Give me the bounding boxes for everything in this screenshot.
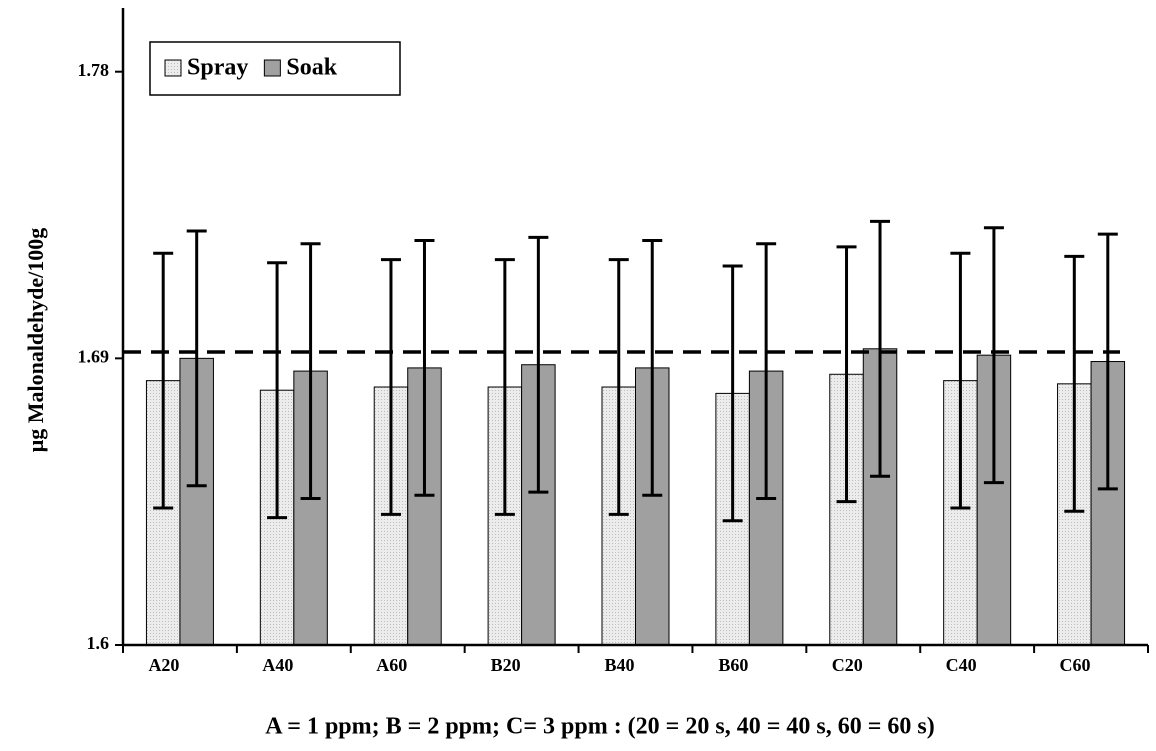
x-tick-label: C60 <box>1060 655 1091 675</box>
error-bar <box>494 258 515 516</box>
error-bar <box>1064 254 1085 513</box>
x-tick-label: A60 <box>376 655 407 675</box>
error-bar <box>380 258 401 516</box>
error-bar <box>608 258 629 516</box>
bar <box>862 348 898 646</box>
error-bar <box>950 251 971 510</box>
error-bar <box>414 239 435 497</box>
x-tick-label: A20 <box>148 655 179 675</box>
error-bar <box>528 235 549 494</box>
x-tick-label: B20 <box>491 655 521 675</box>
error-bar <box>983 226 1004 485</box>
legend-label: Spray <box>187 55 248 81</box>
y-tick-label: 1.6 <box>87 633 110 653</box>
error-bar <box>1097 232 1118 491</box>
y-tick-label: 1.78 <box>78 60 110 80</box>
error-bar <box>642 239 663 497</box>
x-tick-label: C20 <box>832 655 863 675</box>
y-axis-label: μg Malonaldehyde/100g <box>23 228 48 453</box>
error-bar <box>756 242 777 500</box>
legend-swatch <box>263 59 281 77</box>
error-bar <box>153 251 174 510</box>
error-bar <box>267 261 288 520</box>
error-bar <box>870 219 891 478</box>
error-bar <box>722 264 743 523</box>
legend-swatch <box>164 59 182 77</box>
x-tick-label: B60 <box>718 655 748 675</box>
legend: Spray Soak <box>149 41 401 96</box>
error-bar <box>836 245 857 504</box>
x-tick-label: C40 <box>946 655 977 675</box>
x-tick-label: A40 <box>262 655 293 675</box>
y-tick-label: 1.69 <box>78 346 110 366</box>
x-axis-label: A = 1 ppm; B = 2 ppm; C= 3 ppm : (20 = 2… <box>265 714 934 740</box>
error-bar <box>186 229 207 488</box>
error-bar <box>300 242 321 500</box>
x-tick-label: B40 <box>604 655 634 675</box>
legend-label: Soak <box>286 55 337 81</box>
